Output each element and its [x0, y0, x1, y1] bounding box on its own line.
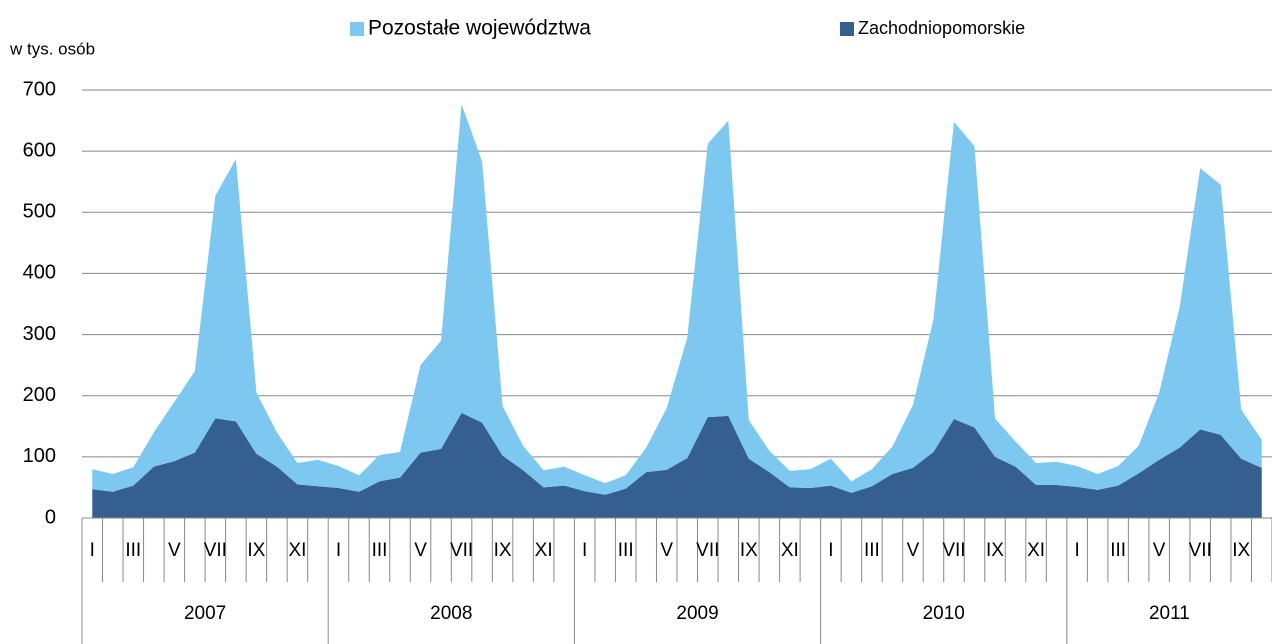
x-tick-label: V [907, 540, 920, 561]
x-tick-label: V [168, 540, 181, 561]
y-tick-label: 300 [23, 323, 56, 345]
year-label: 2009 [676, 603, 718, 624]
x-tick-label: VII [450, 540, 473, 561]
x-tick-label: III [618, 540, 634, 561]
x-tick-label: IX [247, 540, 265, 561]
x-tick-label: I [828, 540, 833, 561]
x-tick-label: V [414, 540, 427, 561]
x-tick-label: VII [942, 540, 965, 561]
y-tick-label: 600 [23, 139, 56, 161]
area [92, 104, 1262, 495]
x-tick-label: XI [535, 540, 553, 561]
x-tick-label: V [1153, 540, 1166, 561]
y-tick-label: 0 [45, 506, 56, 528]
year-label: 2010 [923, 603, 965, 624]
x-tick-label: XI [288, 540, 306, 561]
legend-swatch [350, 22, 364, 36]
year-label: 2008 [430, 603, 472, 624]
x-tick-label: I [336, 540, 341, 561]
y-tick-label: 100 [23, 445, 56, 467]
x-tick-label: III [125, 540, 141, 561]
x-tick-label: IX [494, 540, 512, 561]
x-tick-label: IX [1232, 540, 1250, 561]
x-tick-label: IX [986, 540, 1004, 561]
y-tick-label: 400 [23, 262, 56, 284]
x-tick-label: I [90, 540, 95, 561]
y-tick-label: 200 [23, 384, 56, 406]
x-tick-label: IX [740, 540, 758, 561]
x-tick-label: I [1074, 540, 1079, 561]
x-tick-label: I [582, 540, 587, 561]
y-axis-label: w tys. osób [9, 39, 95, 58]
y-tick-label: 700 [23, 78, 56, 100]
area [92, 412, 1262, 518]
x-tick-label: VII [1189, 540, 1212, 561]
year-label: 2007 [184, 603, 226, 624]
x-tick-label: VII [696, 540, 719, 561]
x-tick-label: V [660, 540, 673, 561]
x-tick-label: III [372, 540, 388, 561]
legend-label: Zachodniopomorskie [858, 18, 1025, 38]
y-tick-label: 500 [23, 201, 56, 223]
legend-label: Pozostałe województwa [368, 17, 591, 40]
legend-swatch [840, 22, 854, 36]
x-tick-label: XI [781, 540, 799, 561]
x-tick-label: VII [204, 540, 227, 561]
x-tick-label: III [864, 540, 880, 561]
x-tick-label: III [1110, 540, 1126, 561]
year-label: 2011 [1149, 603, 1190, 624]
x-tick-label: XI [1027, 540, 1045, 561]
